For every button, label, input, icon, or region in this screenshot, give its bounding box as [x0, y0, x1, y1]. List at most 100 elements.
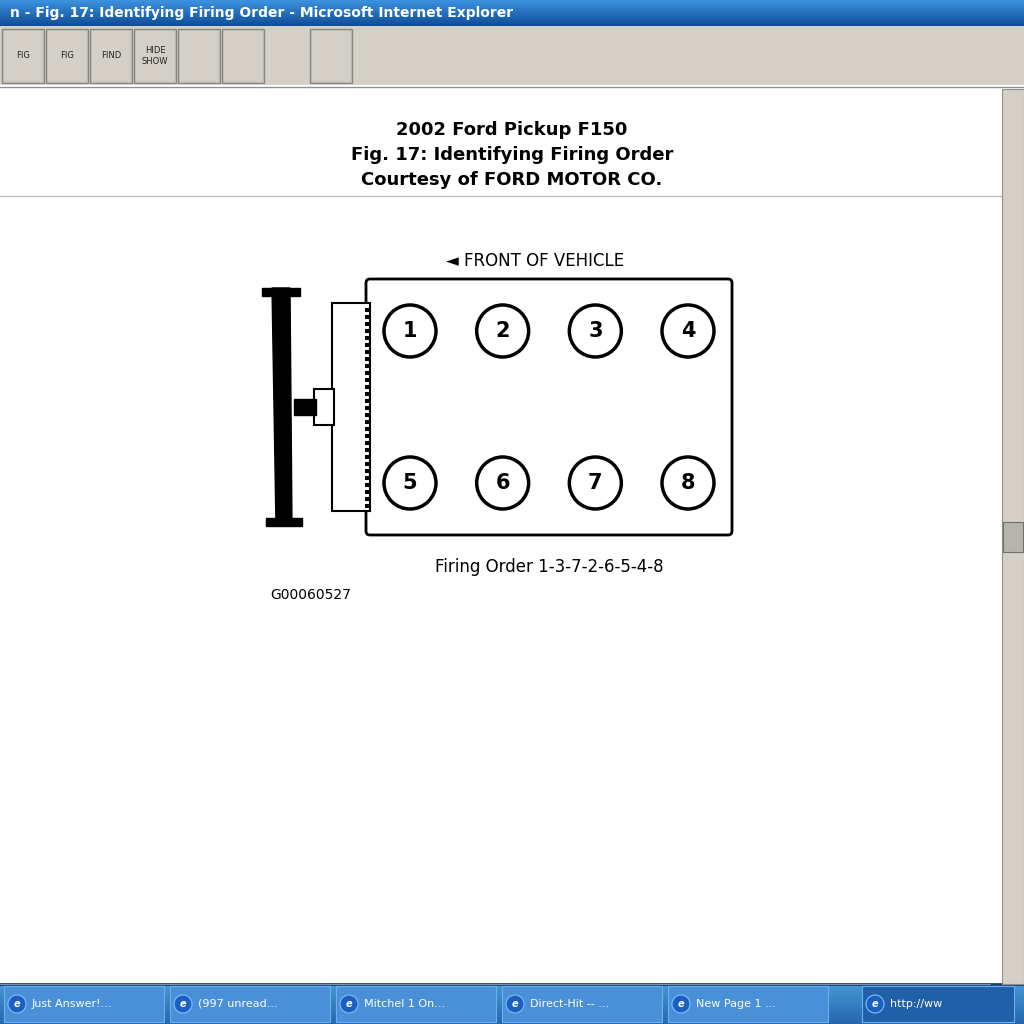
Text: e: e [871, 999, 879, 1009]
Text: e: e [13, 999, 20, 1009]
Text: Direct-Hit -- ...: Direct-Hit -- ... [530, 999, 609, 1009]
Bar [224, 31, 262, 81]
Bar [178, 29, 220, 83]
Bar [365, 440, 370, 444]
Bar [222, 29, 264, 83]
Text: 7: 7 [588, 473, 602, 493]
Bar [365, 455, 370, 459]
Ellipse shape [672, 995, 690, 1013]
Ellipse shape [8, 995, 26, 1013]
Bar [365, 322, 370, 326]
Text: FIND: FIND [101, 51, 121, 60]
Bar [365, 342, 370, 346]
Text: e: e [512, 999, 518, 1009]
Text: 2: 2 [496, 321, 510, 341]
Text: 5: 5 [402, 473, 418, 493]
Text: New Page 1 ...: New Page 1 ... [696, 999, 776, 1009]
Bar [314, 389, 334, 425]
Bar [365, 398, 370, 402]
Bar [365, 482, 370, 486]
Text: 8: 8 [681, 473, 695, 493]
Text: (997 unread...: (997 unread... [198, 999, 278, 1009]
Bar [2, 29, 44, 83]
Ellipse shape [506, 995, 524, 1013]
Ellipse shape [384, 305, 436, 357]
Text: 4: 4 [681, 321, 695, 341]
Bar [365, 447, 370, 452]
Bar [365, 329, 370, 333]
Text: Firing Order 1-3-7-2-6-5-4-8: Firing Order 1-3-7-2-6-5-4-8 [434, 558, 664, 575]
Bar [365, 504, 370, 508]
Bar [502, 986, 662, 1022]
Text: 1: 1 [402, 321, 417, 341]
Bar [365, 413, 370, 417]
Bar [310, 29, 352, 83]
Bar [365, 364, 370, 368]
Ellipse shape [476, 457, 528, 509]
Bar [1002, 521, 1023, 552]
Text: e: e [346, 999, 352, 1009]
Ellipse shape [569, 305, 622, 357]
Bar [332, 303, 370, 511]
Bar [365, 420, 370, 424]
Bar [365, 314, 370, 318]
Bar [365, 497, 370, 501]
Text: e: e [179, 999, 186, 1009]
Text: Just Answer!...: Just Answer!... [32, 999, 113, 1009]
Bar [365, 475, 370, 479]
Bar [365, 469, 370, 472]
Ellipse shape [384, 457, 436, 509]
Bar [170, 986, 330, 1022]
Bar [1002, 89, 1024, 984]
Text: G00060527: G00060527 [270, 588, 351, 602]
FancyBboxPatch shape [366, 279, 732, 535]
Bar [4, 31, 42, 81]
Text: Mitchel 1 On...: Mitchel 1 On... [364, 999, 445, 1009]
Bar [48, 31, 86, 81]
Ellipse shape [174, 995, 193, 1013]
Bar [668, 986, 828, 1022]
Bar [136, 31, 174, 81]
Bar [365, 427, 370, 430]
Text: FIG: FIG [60, 51, 74, 60]
Text: 2002 Ford Pickup F150: 2002 Ford Pickup F150 [396, 121, 628, 139]
Bar [90, 29, 132, 83]
Bar [336, 986, 496, 1022]
Bar [92, 31, 130, 81]
Bar [4, 986, 164, 1022]
Bar [0, 26, 1024, 86]
Text: FIG: FIG [16, 51, 30, 60]
Bar [312, 31, 350, 81]
Bar [294, 399, 316, 415]
Bar [365, 391, 370, 395]
Ellipse shape [866, 995, 884, 1013]
Ellipse shape [662, 305, 714, 357]
Text: e: e [678, 999, 684, 1009]
Bar [365, 356, 370, 360]
Bar [266, 518, 302, 526]
Bar [862, 986, 1014, 1022]
Bar [134, 29, 176, 83]
Text: Courtesy of FORD MOTOR CO.: Courtesy of FORD MOTOR CO. [361, 171, 663, 189]
Ellipse shape [340, 995, 358, 1013]
Text: HIDE
SHOW: HIDE SHOW [141, 46, 168, 66]
Bar [262, 288, 300, 296]
Bar [365, 371, 370, 375]
Polygon shape [272, 288, 292, 526]
Bar [365, 378, 370, 382]
Text: Fig. 17: Identifying Firing Order: Fig. 17: Identifying Firing Order [351, 146, 673, 164]
Text: ◄ FRONT OF VEHICLE: ◄ FRONT OF VEHICLE [445, 252, 624, 270]
Bar [365, 336, 370, 340]
Bar [365, 462, 370, 466]
Ellipse shape [569, 457, 622, 509]
Bar [180, 31, 218, 81]
Bar [365, 384, 370, 388]
Bar [365, 307, 370, 311]
Bar [46, 29, 88, 83]
Text: 6: 6 [496, 473, 510, 493]
Text: 3: 3 [588, 321, 602, 341]
Bar [365, 433, 370, 437]
Text: n - Fig. 17: Identifying Firing Order - Microsoft Internet Explorer: n - Fig. 17: Identifying Firing Order - … [10, 6, 513, 20]
Ellipse shape [476, 305, 528, 357]
Text: http://ww: http://ww [890, 999, 942, 1009]
